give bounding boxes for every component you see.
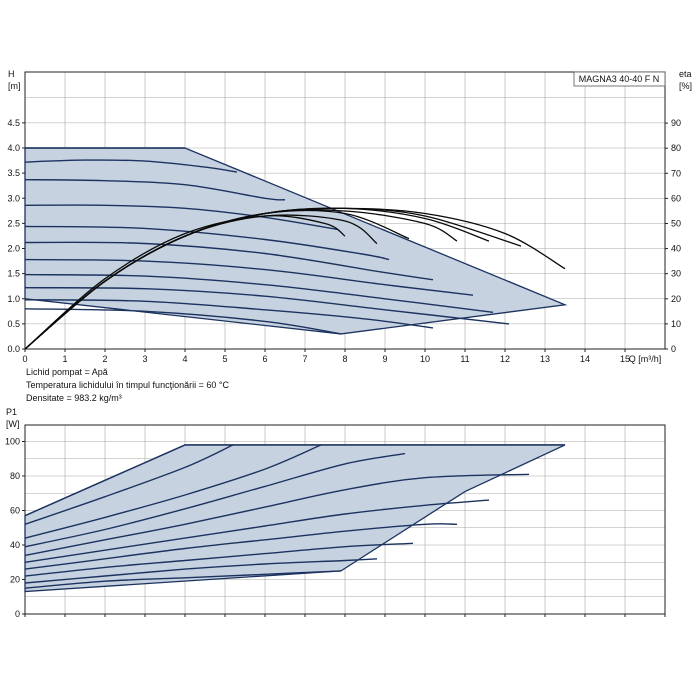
head-efficiency-panel: 0.00.51.01.52.02.53.03.54.04.50102030405… [7, 69, 692, 364]
head-curve [24, 225, 390, 261]
efficiency-curve [24, 207, 566, 350]
y-tick-label: 80 [10, 471, 20, 481]
x-tick-label: 10 [420, 354, 430, 364]
power-panel: 0 20 40 60 80 100 P1 [W] [5, 407, 666, 619]
y-tick-label: 3.0 [7, 193, 20, 203]
y2-tick-label: 20 [671, 294, 681, 304]
power-curve [24, 570, 342, 589]
power-curve [24, 499, 490, 563]
power-curve [24, 444, 234, 525]
y-tick-label: 1.5 [7, 269, 20, 279]
y-tick-label: 0.5 [7, 319, 20, 329]
operating-region [24, 147, 568, 335]
x-tick-label: 13 [540, 354, 550, 364]
y-axis-label: P1 [6, 407, 17, 417]
x-tick-label: 8 [342, 354, 347, 364]
x-tick-label: 11 [460, 354, 469, 364]
x-tick-label: 0 [22, 354, 27, 364]
y2-tick-label: 50 [671, 219, 681, 229]
y-axis-unit: [m] [8, 81, 21, 91]
y-tick-label: 4.0 [7, 143, 20, 153]
power-curve [24, 452, 406, 548]
head-curve [24, 258, 474, 296]
head-curve [24, 273, 494, 313]
power-curve [24, 473, 530, 557]
x-tick-label: 14 [580, 354, 590, 364]
chart-title: MAGNA3 40-40 F N [579, 74, 660, 84]
y-tick-label: 2.0 [7, 244, 20, 254]
power-curve [24, 444, 322, 539]
head-curve [24, 299, 434, 329]
x-tick-label: 1 [62, 354, 67, 364]
y2-axis-unit: [%] [679, 81, 692, 91]
power-curve [24, 542, 414, 577]
y-tick-label: 3.5 [7, 168, 20, 178]
note-density: Densitate = 983.2 kg/m³ [26, 393, 122, 403]
x-tick-label: 4 [182, 354, 187, 364]
title-box [573, 71, 666, 87]
y2-tick-label: 30 [671, 269, 681, 279]
x-tick-label: 6 [262, 354, 267, 364]
y-tick-label: 100 [5, 437, 20, 447]
y-tick-label: 1.0 [7, 294, 20, 304]
head-curve [24, 241, 434, 281]
y2-tick-label: 70 [671, 168, 681, 178]
y-tick-label: 4.5 [7, 118, 20, 128]
head-curve [24, 179, 286, 201]
efficiency-curve [24, 215, 346, 350]
x-tick-label: 15 [620, 354, 630, 364]
y-tick-label: 20 [10, 575, 20, 585]
y2-tick-label: 90 [671, 118, 681, 128]
head-curve [24, 287, 510, 325]
x-tick-label: 7 [302, 354, 307, 364]
y2-axis-label: eta [679, 69, 692, 79]
y-tick-label: 40 [10, 540, 20, 550]
y2-tick-label: 60 [671, 193, 681, 203]
power-curve [24, 558, 378, 584]
y-tick-label: 2.5 [7, 218, 20, 228]
power-curve [24, 444, 565, 517]
x-tick-label: 12 [500, 354, 510, 364]
y-tick-label: 0.0 [7, 344, 20, 354]
x-tick-label: 5 [222, 354, 227, 364]
note-liquid: Lichid pompat = Apă [26, 367, 108, 377]
y2-tick-label: 40 [671, 244, 681, 254]
x-axis-label: Q [m³/h] [629, 354, 662, 364]
head-curve [24, 308, 342, 335]
x-tick-label: 9 [382, 354, 387, 364]
power-curve [24, 523, 458, 570]
y-axis-label: H [8, 69, 15, 79]
x-tick-label: 2 [102, 354, 107, 364]
head-curve [24, 204, 338, 231]
operating-region [24, 444, 566, 593]
y-tick-label: 60 [10, 506, 20, 516]
y2-tick-label: 10 [671, 319, 681, 329]
y-axis-unit: [W] [6, 419, 20, 429]
y2-tick-label: 0 [671, 344, 676, 354]
y-tick-label: 0 [15, 609, 20, 619]
head-curve [24, 159, 238, 173]
y2-tick-label: 80 [671, 143, 681, 153]
x-tick-label: 3 [142, 354, 147, 364]
note-temperature: Temperatura lichidului în timpul funcţio… [26, 380, 229, 390]
